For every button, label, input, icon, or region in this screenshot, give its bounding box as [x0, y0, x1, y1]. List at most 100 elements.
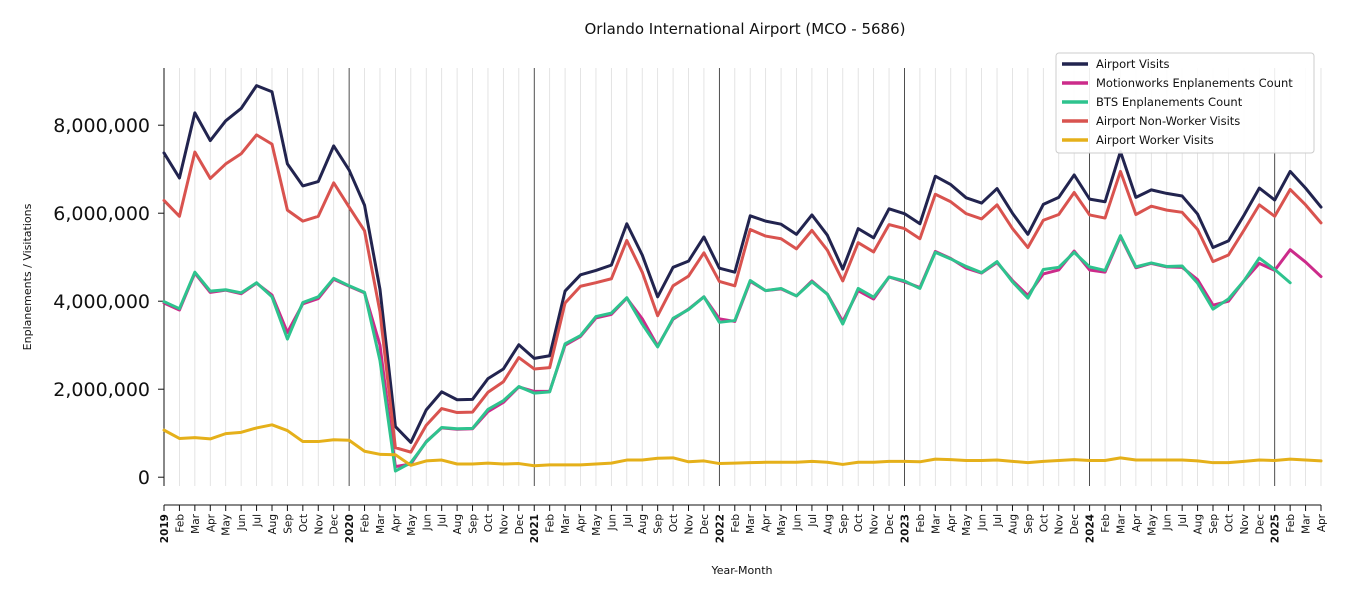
x-tick-label: Apr [761, 513, 773, 532]
x-tick-label: 2019 [159, 514, 171, 543]
x-tick-label: Feb [1100, 514, 1112, 533]
x-tick-label: Sep [838, 514, 850, 534]
x-tick-label: Jun [421, 514, 433, 531]
x-tick-label: Jun [236, 514, 248, 531]
x-tick-label: Jul [252, 514, 264, 528]
x-tick-label: Jul [437, 514, 449, 528]
x-tick-label: Dec [1254, 514, 1266, 535]
x-tick-label: Aug [1193, 514, 1205, 535]
x-tick-label: Sep [1023, 514, 1035, 534]
x-tick-label: Jul [1177, 514, 1189, 528]
y-tick-label: 0 [138, 467, 150, 489]
series-lines [162, 84, 1323, 473]
x-tick-label: Mar [1115, 513, 1127, 533]
x-tick-label: Mar [190, 513, 202, 533]
legend-label: Airport Worker Visits [1096, 133, 1214, 147]
x-tick-label: May [591, 514, 603, 536]
x-tick-label: Sep [653, 514, 665, 534]
x-tick-label: Mar [1301, 513, 1313, 533]
x-tick-label: Dec [329, 514, 341, 535]
x-tick-label: Nov [1239, 514, 1251, 535]
x-axis-label: Year-Month [710, 564, 772, 577]
x-tick-label: Jun [977, 514, 989, 531]
series-line-bts-enplanements-count [162, 234, 1292, 473]
x-tick-label: Sep [282, 514, 294, 534]
x-tick-label: Jul [807, 514, 819, 528]
x-tick-label: Apr [946, 513, 958, 532]
x-tick-label: Jun [1162, 514, 1174, 531]
y-tick-label: 4,000,000 [53, 291, 150, 313]
x-tick-label: May [406, 514, 418, 536]
x-tick-label: Apr [390, 513, 402, 532]
x-tick-label: May [961, 514, 973, 536]
x-tick-label: Nov [498, 514, 510, 535]
x-tick-label: Dec [699, 514, 711, 535]
y-ticks: 0 2,000,000 4,000,000 6,000,000 8,000,000 [53, 115, 164, 489]
y-tick-label: 8,000,000 [53, 115, 150, 137]
y-tick-label: 2,000,000 [53, 379, 150, 401]
legend-label: Airport Visits [1096, 57, 1170, 71]
x-tick-label: May [776, 514, 788, 536]
axes [163, 68, 1321, 506]
x-tick-label: Dec [514, 514, 526, 535]
x-tick-label: Nov [869, 514, 881, 535]
x-tick-label: Sep [1208, 514, 1220, 534]
x-tick-label: Nov [313, 514, 325, 535]
x-tick-label: Mar [745, 513, 757, 533]
legend-box [1055, 52, 1315, 154]
x-tick-label: Oct [1223, 514, 1235, 532]
legend: Airport Visits Motionworks Enplanements C… [1055, 52, 1315, 154]
x-tick-label: Aug [267, 514, 279, 535]
x-tick-label: Apr [1316, 513, 1328, 532]
legend-label: Motionworks Enplanements Count [1096, 76, 1293, 90]
series-line-airport-worker-visits [162, 423, 1323, 468]
x-tick-label: 2023 [899, 514, 911, 543]
x-tick-label: May [221, 514, 233, 536]
x-tick-label: Apr [1131, 513, 1143, 532]
x-tick-label: Aug [822, 514, 834, 535]
x-tick-label: Nov [1054, 514, 1066, 535]
x-tick-label: Dec [884, 514, 896, 535]
x-tick-label: Aug [1007, 514, 1019, 535]
x-tick-label: 2022 [714, 514, 726, 543]
x-tick-label: Feb [915, 514, 927, 533]
x-tick-label: Feb [545, 514, 557, 533]
x-tick-label: Sep [468, 514, 480, 534]
y-tick-label: 6,000,000 [53, 203, 150, 225]
x-tick-label: Aug [637, 514, 649, 535]
x-tick-label: May [1146, 514, 1158, 536]
series-line-motionworks-enplanements-count [162, 235, 1323, 469]
x-tick-label: Nov [684, 514, 696, 535]
x-tick-label: Feb [360, 514, 372, 533]
y-axis-label: Enplanements / Visitations [21, 203, 34, 350]
x-tick-label: Oct [853, 514, 865, 532]
x-tick-label: Jun [606, 514, 618, 531]
x-tick-label: Feb [1285, 514, 1297, 533]
x-tick-label: 2024 [1085, 514, 1097, 543]
x-tick-label: 2021 [529, 514, 541, 543]
x-tick-label: Jul [992, 514, 1004, 528]
x-tick-label: Apr [205, 513, 217, 532]
x-tick-label: Oct [298, 514, 310, 532]
legend-label: BTS Enplanements Count [1096, 95, 1243, 109]
series-line-airport-non-worker-visits [162, 133, 1323, 454]
x-tick-label: 2025 [1270, 514, 1282, 543]
x-tick-label: Aug [452, 514, 464, 535]
x-ticks: 2019 Feb Mar Apr May Jun Jul Aug Sep Oct Nov Dec 202… [159, 505, 1328, 543]
legend-label: Airport Non-Worker Visits [1096, 114, 1240, 128]
x-tick-label: Dec [1069, 514, 1081, 535]
x-tick-label: Oct [1038, 514, 1050, 532]
x-tick-label: Mar [560, 513, 572, 533]
x-tick-label: Jul [622, 514, 634, 528]
chart-title: Orlando International Airport (MCO - 568… [585, 20, 906, 38]
x-tick-label: Apr [576, 513, 588, 532]
series-line-airport-visits [162, 84, 1323, 444]
x-tick-label: Oct [668, 514, 680, 532]
x-tick-label: Feb [174, 514, 186, 533]
x-tick-label: Oct [483, 514, 495, 532]
x-tick-label: Jun [791, 514, 803, 531]
x-tick-label: Mar [375, 513, 387, 533]
x-tick-label: Feb [730, 514, 742, 533]
